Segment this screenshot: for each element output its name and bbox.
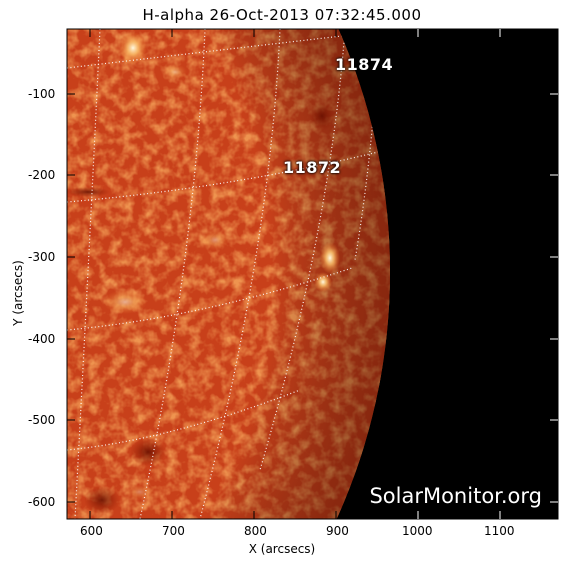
active-region-label: 11872 — [283, 158, 342, 177]
y-axis-label: Y (arcsecs) — [11, 260, 25, 326]
x-tick-label: 1000 — [402, 524, 433, 538]
x-tick-label: 1100 — [484, 524, 515, 538]
y-tick-label: -400 — [28, 332, 56, 346]
y-tick-label: -300 — [28, 250, 56, 264]
y-tick-label: -100 — [28, 87, 56, 101]
plot-frame — [66, 28, 559, 520]
solar-disk — [67, 29, 390, 519]
x-tick-label: 800 — [244, 524, 267, 538]
x-tick-label: 700 — [162, 524, 185, 538]
y-axis-label-wrap: Y (arcsecs) — [8, 240, 25, 350]
y-tick-label: -600 — [28, 495, 56, 509]
x-tick-label: 900 — [326, 524, 349, 538]
x-axis-label: X (arcsecs) — [248, 542, 316, 556]
y-tick-label: -200 — [28, 168, 56, 182]
x-tick-label: 600 — [80, 524, 103, 538]
active-region-label: 11874 — [335, 55, 394, 74]
image-title: H-alpha 26-Oct-2013 07:32:45.000 — [142, 6, 422, 24]
watermark: SolarMonitor.org — [369, 484, 542, 508]
y-tick-label: -500 — [28, 413, 56, 427]
y-axis-ticks — [67, 93, 75, 503]
